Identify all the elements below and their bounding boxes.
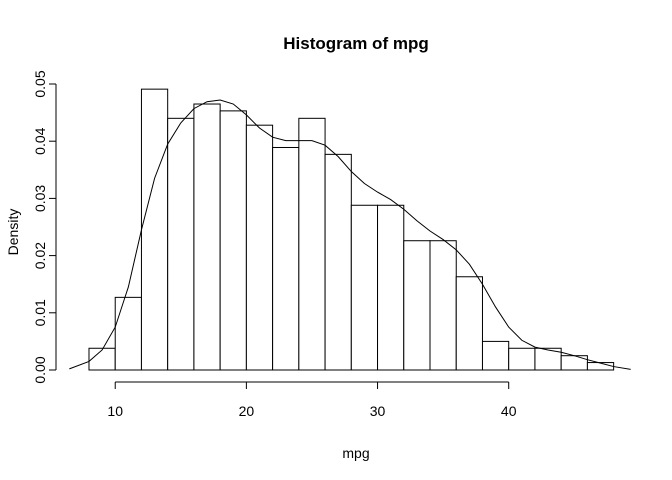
histogram-bar <box>324 153 352 371</box>
y-axis-label: Density <box>5 209 21 256</box>
y-tick-label: 0.05 <box>32 70 48 97</box>
histogram-bar <box>114 296 142 371</box>
histogram-bar <box>586 362 615 371</box>
y-tick-label: 0.03 <box>32 185 48 212</box>
y-tick-label: 0.04 <box>32 127 48 154</box>
histogram-bars <box>88 88 615 371</box>
histogram-bar <box>245 124 274 371</box>
histogram-bar <box>560 355 588 371</box>
x-tick-label: 20 <box>239 403 255 419</box>
histogram-bar <box>88 347 116 371</box>
histogram-bar <box>481 340 510 371</box>
histogram-bar <box>429 240 457 371</box>
chart-title: Histogram of mpg <box>283 34 428 53</box>
y-tick-label: 0.01 <box>32 299 48 326</box>
histogram-bar <box>167 117 195 371</box>
histogram-bar <box>455 276 483 371</box>
y-tick-label: 0.02 <box>32 242 48 269</box>
histogram-bar <box>350 204 379 371</box>
x-axis-label: mpg <box>342 445 369 461</box>
x-tick-label: 10 <box>107 403 123 419</box>
histogram-bar <box>193 103 221 371</box>
y-axis: 0.00 0.01 0.02 0.03 0.04 0.05 <box>32 70 57 384</box>
y-tick-label: 0.00 <box>32 356 48 383</box>
histogram-bar <box>219 110 247 371</box>
x-tick-label: 30 <box>370 403 386 419</box>
x-axis: 10 20 30 40 <box>107 381 517 419</box>
x-tick-label: 40 <box>501 403 517 419</box>
histogram-bar <box>298 117 326 371</box>
histogram-bar <box>140 88 169 371</box>
histogram-bar <box>272 146 300 371</box>
density-curve-line <box>69 99 631 370</box>
histogram-bar <box>377 204 405 371</box>
histogram-bar <box>508 347 536 371</box>
histogram-bar <box>403 240 431 371</box>
